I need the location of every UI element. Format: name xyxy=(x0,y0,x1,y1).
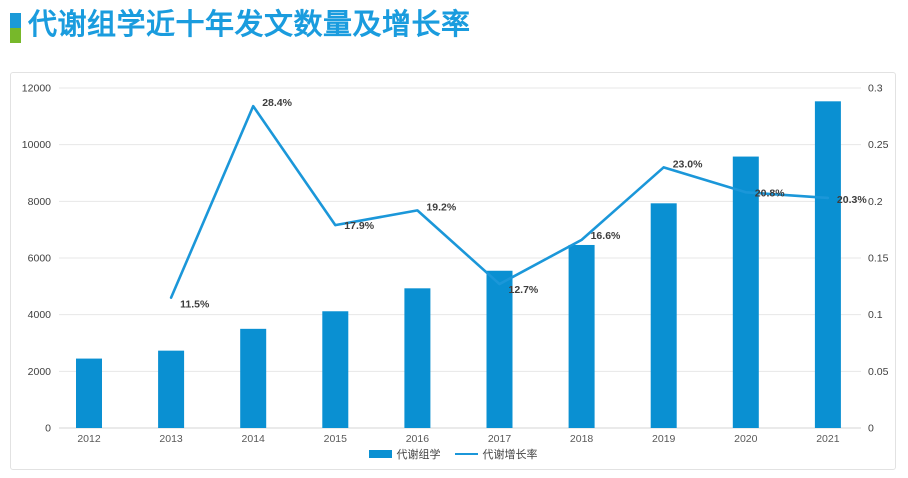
y-axis-right-tick-label: 0.3 xyxy=(868,83,883,95)
growth-rate-line xyxy=(169,104,830,299)
line-data-label: 17.9% xyxy=(344,220,374,232)
legend-item-line: 代谢增长率 xyxy=(454,446,538,462)
y-axis-left-tick-label: 12000 xyxy=(22,83,51,95)
x-axis-tick-label: 2019 xyxy=(652,433,676,445)
bar-2015 xyxy=(322,311,349,428)
line-data-label: 23.0% xyxy=(673,158,703,170)
bar-2017 xyxy=(486,270,513,428)
bar-2014 xyxy=(240,328,267,428)
y-axis-left-tick-label: 4000 xyxy=(28,309,52,321)
title-marker-icon xyxy=(10,13,21,43)
bar-2021 xyxy=(814,101,841,429)
legend-line-label: 代谢增长率 xyxy=(482,449,538,461)
y-axis-right-tick-label: 0.1 xyxy=(868,309,883,321)
line-data-label: 16.6% xyxy=(591,230,621,242)
legend-item-bar: 代谢组学 xyxy=(368,446,441,462)
line-swatch-icon xyxy=(454,452,478,456)
line-data-label: 20.8% xyxy=(755,187,785,199)
combo-chart: 0 0 2000 0.05 4000 0.1 6000 0.15 8000 0.2 10000 0.2… xyxy=(22,83,889,446)
y-axis-left-tick-label: 6000 xyxy=(28,253,52,265)
bar-2018 xyxy=(568,244,595,428)
y-axis-right-tick-label: 0.15 xyxy=(868,253,889,265)
x-axis-tick-label: 2014 xyxy=(242,433,266,445)
line-data-label: 11.5% xyxy=(180,299,210,311)
title-marker-green-square xyxy=(10,28,21,43)
y-axis-right-tick-label: 0 xyxy=(868,423,874,435)
y-axis-left-tick-label: 8000 xyxy=(28,196,52,208)
bar-2016 xyxy=(404,288,431,428)
line-data-label: 28.4% xyxy=(262,97,292,109)
x-axis-tick-label: 2021 xyxy=(816,433,840,445)
x-axis-tick-label: 2017 xyxy=(488,433,512,445)
y-axis-left-tick-label: 10000 xyxy=(22,139,51,151)
page-title: 代谢组学近十年发文数量及增长率 xyxy=(28,9,471,41)
legend-bar-label: 代谢组学 xyxy=(396,449,441,461)
x-axis-tick-label: 2016 xyxy=(406,433,430,445)
bar-swatch-icon xyxy=(368,450,392,458)
x-axis-tick-label: 2020 xyxy=(734,433,758,445)
title-marker-blue-square xyxy=(10,13,21,28)
x-axis-tick-label: 2018 xyxy=(570,433,594,445)
x-axis-tick-label: 2015 xyxy=(324,433,348,445)
y-axis-left-tick-label: 0 xyxy=(45,423,51,435)
x-axis-tick-label: 2013 xyxy=(159,433,183,445)
bar-2012 xyxy=(76,358,102,428)
page-title-bar: 代谢组学近十年发文数量及增长率 xyxy=(10,10,471,43)
line-data-label: 19.2% xyxy=(426,201,456,213)
bar-2019 xyxy=(650,203,677,428)
bar-2013 xyxy=(158,350,185,428)
y-axis-right-tick-label: 0.05 xyxy=(868,366,889,378)
line-data-label: 20.3% xyxy=(837,194,867,206)
y-axis-left-tick-label: 2000 xyxy=(28,366,52,378)
chart-legend: 代谢组学 代谢增长率 xyxy=(11,446,895,462)
y-axis-right-tick-label: 0.25 xyxy=(868,139,889,151)
chart-card: 0 0 2000 0.05 4000 0.1 6000 0.15 8000 0.2 10000 0.2… xyxy=(10,72,896,470)
y-axis-right-tick-label: 0.2 xyxy=(868,196,883,208)
bar-2020 xyxy=(732,156,759,429)
line-data-label: 12.7% xyxy=(509,284,539,296)
x-axis-tick-label: 2012 xyxy=(77,433,101,445)
